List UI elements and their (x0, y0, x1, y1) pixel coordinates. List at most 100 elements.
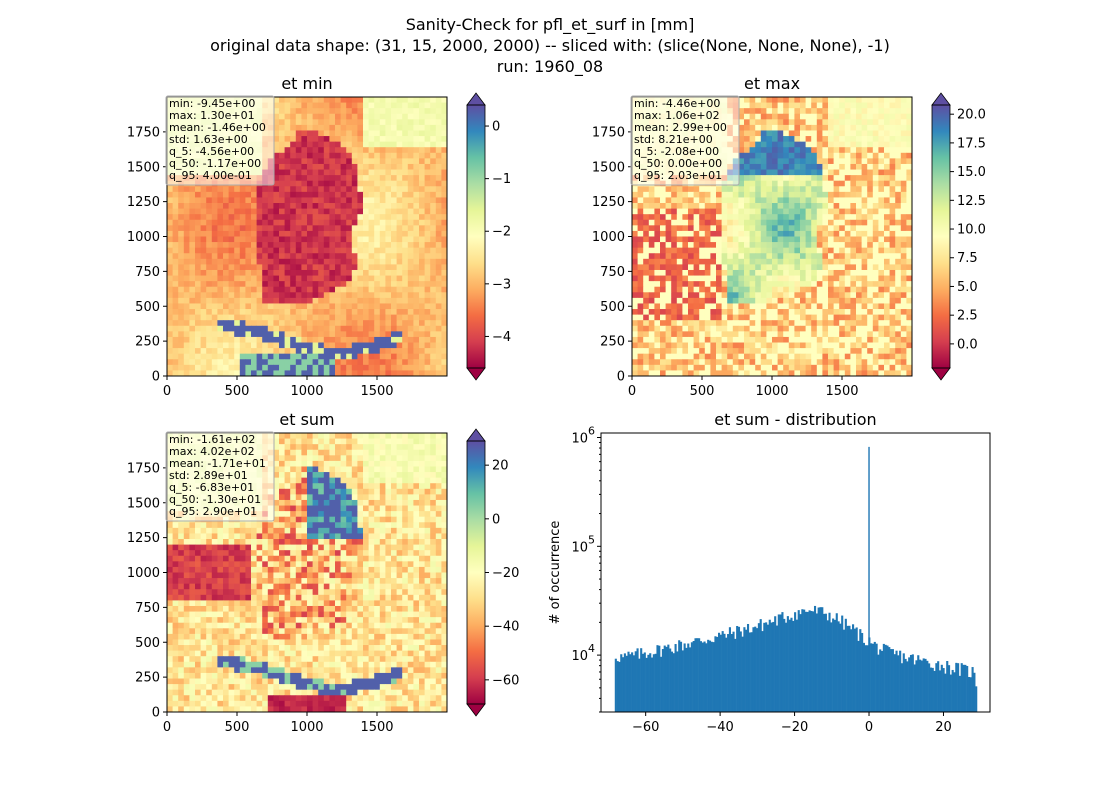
histogram-bar (699, 641, 702, 712)
histogram-bar (810, 611, 813, 712)
colorbar-extend-min (466, 703, 486, 717)
histogram-bar (723, 633, 726, 712)
histogram-bar (873, 641, 876, 712)
panel-title: et max (744, 74, 800, 93)
histogram-bar (891, 649, 894, 712)
histogram-bar (746, 623, 750, 712)
histogram-bar (674, 644, 677, 712)
histogram-bar (841, 615, 844, 712)
stats-line: q_5: -6.83e+01 (169, 481, 254, 494)
stats-line: q_50: -1.17e+00 (169, 157, 261, 170)
histogram-bar (614, 658, 617, 712)
y-tick-label: 1500 (127, 160, 160, 175)
histogram-bar (640, 648, 643, 712)
histogram-bar (739, 631, 742, 712)
histogram-bar (855, 627, 858, 712)
colorbar-tick-label: 0 (492, 512, 500, 527)
histogram-bar (832, 618, 835, 712)
y-tick-label: 10 (571, 432, 588, 447)
stats-line: min: -1.61e+02 (169, 433, 255, 446)
histogram-bar (906, 661, 909, 712)
x-tick-label: 500 (690, 384, 715, 399)
histogram-bar (770, 622, 773, 712)
histogram-bar (953, 672, 956, 712)
histogram-bar (757, 623, 760, 712)
colorbar-tick-label: −40 (492, 620, 519, 635)
stats-line: q_5: -4.56e+00 (169, 145, 254, 158)
histogram-bar (969, 677, 972, 712)
histogram-bar (920, 660, 923, 712)
histogram-bar (819, 607, 822, 712)
x-tick-label: 20 (935, 720, 952, 735)
histogram-bar (775, 625, 779, 712)
histogram-bar (650, 657, 654, 712)
histogram-bar (631, 652, 634, 712)
axes-frame (600, 432, 991, 713)
histogram-bar (676, 651, 679, 712)
stats-line: q_50: -1.30e+01 (169, 493, 261, 506)
y-tick-label: 250 (135, 671, 160, 686)
histogram-bar (904, 658, 907, 712)
colorbar-tick-label: 2.5 (957, 309, 978, 324)
y-tick-label: 250 (600, 335, 625, 350)
panel-title: et sum (279, 410, 334, 429)
histogram-bar (933, 670, 936, 712)
histogram-bar (808, 610, 811, 712)
colorbar-tick-label: −4 (492, 330, 511, 345)
histogram-bar (815, 613, 818, 712)
histogram-bar (862, 642, 865, 712)
histogram-bar (750, 632, 753, 712)
x-tick-label: 1500 (825, 384, 858, 399)
et-sum-distribution-panel: et sum - distribution−60 −40 −20 0 201041051… (548, 410, 991, 735)
histogram-bar (833, 619, 837, 712)
histogram-bar (696, 638, 699, 712)
histogram-bar (880, 650, 884, 712)
stats-line: q_95: 2.03e+01 (634, 169, 722, 182)
stats-line: max: 4.02e+02 (169, 445, 255, 458)
histogram-bar (893, 654, 896, 712)
colorbar-tick-label: −3 (492, 277, 511, 292)
y-tick-label: 1000 (127, 230, 160, 245)
histogram-bar (725, 637, 728, 712)
histogram-bar (960, 663, 963, 712)
x-tick-label: 0 (865, 720, 873, 735)
histogram-bar (786, 616, 789, 712)
histogram-bar (821, 607, 824, 712)
histogram-bar (871, 643, 875, 712)
histogram-bar (705, 643, 708, 712)
histogram-bar (799, 614, 802, 712)
histogram-bar (785, 622, 788, 712)
histogram-bar (890, 649, 893, 712)
y-tick-label: 0 (152, 370, 160, 385)
y-tick-label: 10 (571, 540, 588, 555)
histogram-bar (710, 641, 713, 712)
colorbar-tick-label: −1 (492, 172, 511, 187)
histogram-bar (658, 645, 661, 712)
histogram-bar (752, 627, 755, 712)
histogram-bar (783, 618, 786, 712)
y-tick-label: 1750 (127, 125, 160, 140)
suptitle-line-3: run: 1960_08 (497, 57, 603, 77)
stats-line: std: 1.63e+00 (169, 133, 248, 146)
histogram-bar (944, 673, 947, 712)
stats-line: q_5: -2.08e+00 (634, 145, 719, 158)
colorbar-tick-label: 5.0 (957, 280, 978, 295)
histogram-bar (756, 628, 759, 712)
colorbar-tick-label: 7.5 (957, 251, 978, 266)
colorbar-tick-label: 12.5 (957, 194, 986, 209)
histogram-bar (728, 627, 731, 712)
stats-line: q_95: 2.90e+01 (169, 505, 257, 518)
histogram-bar (743, 627, 746, 712)
y-tick-label: 1500 (127, 496, 160, 511)
x-tick-label: −20 (781, 720, 808, 735)
histogram-bar (667, 644, 670, 712)
histogram-spike-bar (868, 446, 870, 712)
histogram-bar (685, 647, 688, 712)
y-tick-label: 500 (135, 636, 160, 651)
histogram-bar (690, 642, 693, 712)
histogram-bar (620, 654, 623, 712)
stats-line: q_95: 4.00e-01 (169, 169, 252, 182)
histogram-bar (730, 634, 733, 712)
histogram-bar (962, 664, 965, 712)
